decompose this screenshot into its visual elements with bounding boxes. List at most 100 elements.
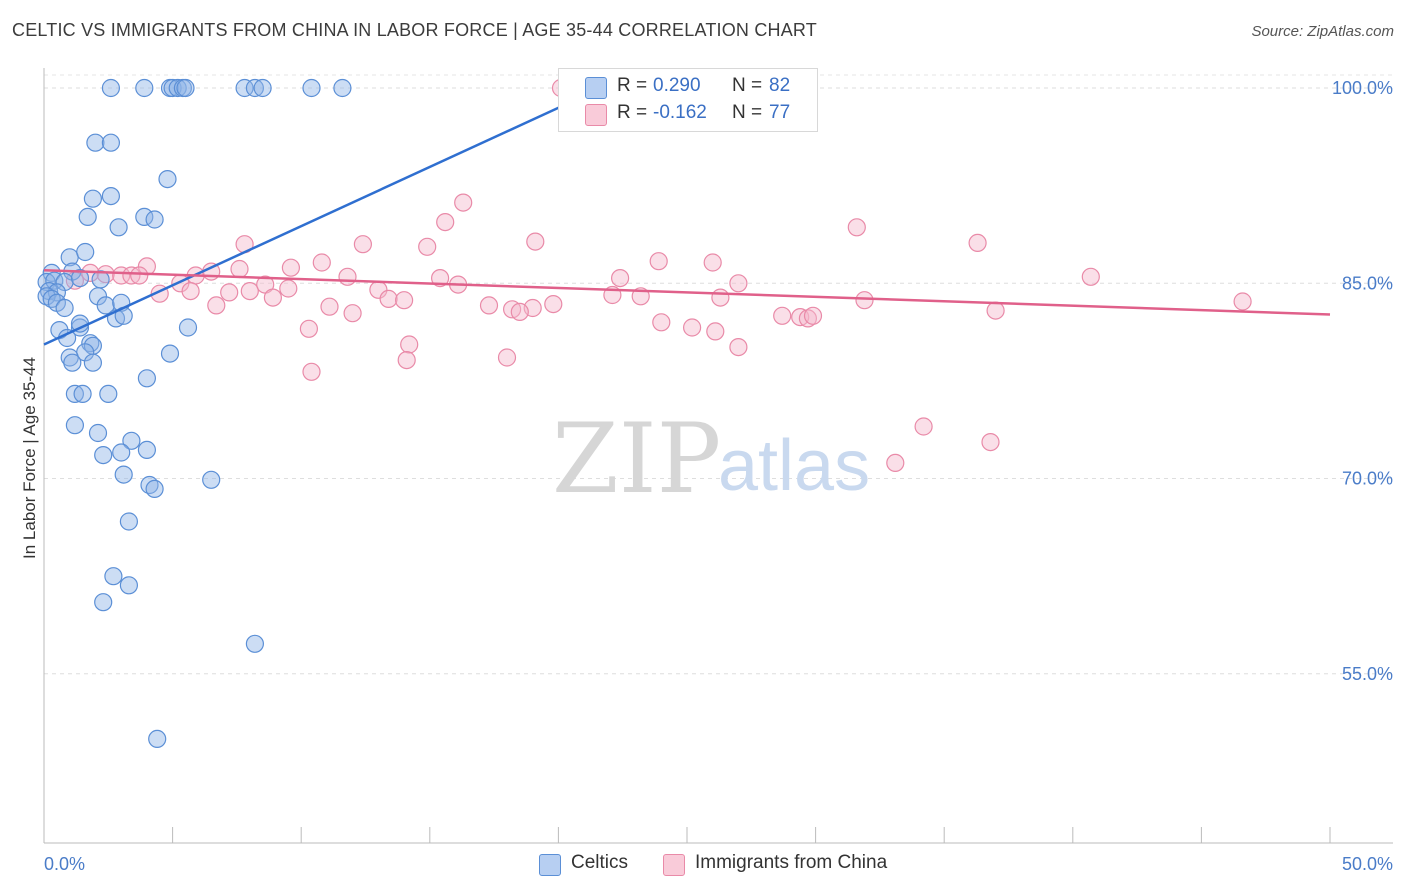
china-point[interactable] xyxy=(299,319,318,338)
china-point[interactable] xyxy=(112,266,131,285)
china-point[interactable] xyxy=(544,295,563,314)
china-point[interactable] xyxy=(703,253,722,272)
celtics-point[interactable] xyxy=(333,78,352,98)
celtics-point[interactable] xyxy=(96,296,115,315)
celtics-point[interactable] xyxy=(101,187,121,206)
celtics-point[interactable] xyxy=(168,78,187,98)
china-point[interactable] xyxy=(652,313,671,332)
china-point[interactable] xyxy=(711,288,730,307)
china-point[interactable] xyxy=(338,267,357,286)
china-point[interactable] xyxy=(706,322,725,341)
celtics-point[interactable] xyxy=(135,78,154,98)
china-point[interactable] xyxy=(320,297,339,316)
china-point[interactable] xyxy=(181,282,200,301)
china-point[interactable] xyxy=(343,304,362,323)
china-point[interactable] xyxy=(207,296,226,315)
celtics-point[interactable] xyxy=(37,287,56,306)
celtics-point[interactable] xyxy=(65,416,85,435)
china-point[interactable] xyxy=(729,338,748,357)
celtics-point[interactable] xyxy=(104,567,123,586)
china-point[interactable] xyxy=(130,266,149,285)
celtics-point[interactable] xyxy=(88,287,108,306)
china-point[interactable] xyxy=(729,274,748,293)
china-point[interactable] xyxy=(353,235,372,254)
china-point[interactable] xyxy=(649,252,668,271)
china-point[interactable] xyxy=(122,266,141,285)
china-point[interactable] xyxy=(230,259,249,279)
celtics-point[interactable] xyxy=(76,242,95,262)
china-point[interactable] xyxy=(968,233,987,252)
celtics-point[interactable] xyxy=(245,78,264,98)
china-point[interactable] xyxy=(454,193,473,212)
celtics-point[interactable] xyxy=(253,78,272,98)
china-point[interactable] xyxy=(510,302,529,321)
celtics-point[interactable] xyxy=(73,384,92,403)
china-point[interactable] xyxy=(986,301,1005,320)
celtics-point[interactable] xyxy=(101,133,121,152)
celtics-point[interactable] xyxy=(158,170,177,189)
celtics-point[interactable] xyxy=(145,210,164,229)
china-point[interactable] xyxy=(682,318,702,337)
celtics-point[interactable] xyxy=(101,78,121,98)
china-point[interactable] xyxy=(847,218,866,237)
china-point[interactable] xyxy=(798,309,818,328)
celtics-point[interactable] xyxy=(114,465,133,484)
china-point[interactable] xyxy=(526,232,545,251)
china-point[interactable] xyxy=(281,258,300,277)
celtics-point[interactable] xyxy=(178,318,198,337)
celtics-point[interactable] xyxy=(60,348,79,367)
china-point[interactable] xyxy=(379,289,398,308)
celtics-point[interactable] xyxy=(245,634,264,653)
celtics-point[interactable] xyxy=(160,344,180,363)
china-point[interactable] xyxy=(914,417,933,436)
celtics-point[interactable] xyxy=(83,353,103,372)
celtics-point[interactable] xyxy=(202,470,221,489)
china-point[interactable] xyxy=(312,253,331,272)
celtics-point[interactable] xyxy=(119,512,138,531)
celtics-point[interactable] xyxy=(81,334,100,353)
celtics-point[interactable] xyxy=(94,446,113,465)
celtics-point[interactable] xyxy=(137,440,156,459)
celtics-point[interactable] xyxy=(78,207,97,226)
celtics-point[interactable] xyxy=(83,189,103,208)
celtics-point[interactable] xyxy=(122,431,141,450)
china-point[interactable] xyxy=(279,279,298,298)
celtics-point[interactable] xyxy=(145,479,164,498)
celtics-point[interactable] xyxy=(94,593,113,612)
china-point[interactable] xyxy=(240,282,259,301)
celtics-point[interactable] xyxy=(86,133,105,152)
celtics-point[interactable] xyxy=(137,369,156,388)
celtics-point[interactable] xyxy=(235,78,254,98)
celtics-point[interactable] xyxy=(148,729,167,749)
china-point[interactable] xyxy=(395,291,414,310)
china-point[interactable] xyxy=(302,362,321,381)
celtics-point[interactable] xyxy=(99,384,118,403)
china-point[interactable] xyxy=(1081,267,1100,286)
china-point[interactable] xyxy=(96,265,115,284)
china-point[interactable] xyxy=(981,433,1000,452)
china-point[interactable] xyxy=(497,348,517,367)
celtics-point[interactable] xyxy=(135,207,154,226)
china-point[interactable] xyxy=(263,288,282,307)
china-point[interactable] xyxy=(1233,292,1252,311)
celtics-point[interactable] xyxy=(63,353,82,372)
china-point[interactable] xyxy=(479,296,499,315)
china-point[interactable] xyxy=(397,351,416,370)
celtics-point[interactable] xyxy=(176,78,195,98)
celtics-point[interactable] xyxy=(119,576,138,595)
celtics-point[interactable] xyxy=(112,443,131,462)
china-point[interactable] xyxy=(400,335,419,354)
china-point[interactable] xyxy=(436,213,455,232)
celtics-point[interactable] xyxy=(88,423,108,443)
china-point[interactable] xyxy=(773,306,792,325)
china-point[interactable] xyxy=(610,269,630,288)
celtics-point[interactable] xyxy=(55,298,74,318)
celtics-point[interactable] xyxy=(70,269,90,288)
china-point[interactable] xyxy=(431,269,450,288)
china-point[interactable] xyxy=(803,306,823,325)
celtics-point[interactable] xyxy=(109,218,128,237)
china-point[interactable] xyxy=(886,453,905,472)
celtics-point[interactable] xyxy=(163,78,182,98)
china-point[interactable] xyxy=(418,237,437,256)
china-point[interactable] xyxy=(855,291,874,310)
